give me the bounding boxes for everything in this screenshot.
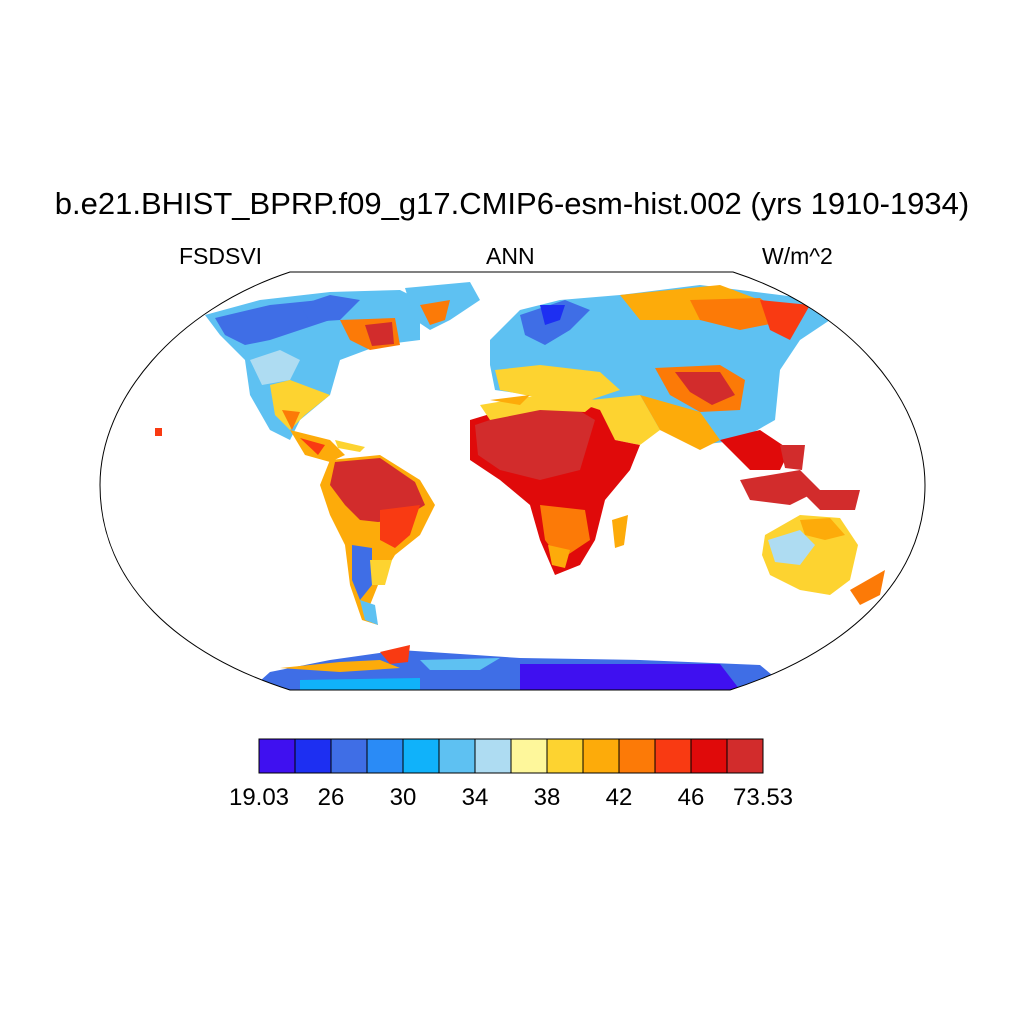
map-border — [99, 271, 926, 691]
colorbar-swatch — [366, 738, 404, 774]
africa — [470, 395, 640, 575]
colorbar-swatch — [510, 738, 548, 774]
colorbar-swatch — [474, 738, 512, 774]
colorbar-tick-label: 42 — [605, 784, 633, 811]
colorbar-swatch — [690, 738, 728, 774]
colorbar-tick-label: 19.03 — [228, 784, 290, 811]
plot-title: b.e21.BHIST_BPRP.f09_g17.CMIP6-esm-hist.… — [54, 186, 970, 221]
colorbar-tick-label: 26 — [317, 784, 345, 811]
colorbar-swatch — [258, 738, 296, 774]
south-america — [320, 455, 435, 625]
australia — [762, 515, 885, 605]
map-fill — [155, 282, 885, 690]
colorbar-swatch — [402, 738, 440, 774]
colorbar-swatch — [654, 738, 692, 774]
colorbar-tick-label: 73.53 — [732, 784, 794, 811]
colorbar-swatch — [726, 738, 764, 774]
colorbar-tick-label: 46 — [677, 784, 705, 811]
colorbar-swatch — [330, 738, 368, 774]
colorbar-tick-label: 30 — [389, 784, 417, 811]
colorbar-swatch — [438, 738, 476, 774]
north-america — [155, 282, 480, 462]
colorbar-swatch — [546, 738, 584, 774]
variable-label: FSDSVI — [179, 243, 263, 269]
colorbar-tick-label: 34 — [461, 784, 489, 811]
eurasia — [490, 285, 860, 510]
colorbar-swatch — [618, 738, 656, 774]
colorbar-swatch — [582, 738, 620, 774]
colorbar-swatch — [294, 738, 332, 774]
colorbar-tick-label: 38 — [533, 784, 561, 811]
antarctica — [250, 645, 790, 690]
units-label: W/m^2 — [762, 243, 833, 269]
season-label: ANN — [486, 243, 535, 269]
